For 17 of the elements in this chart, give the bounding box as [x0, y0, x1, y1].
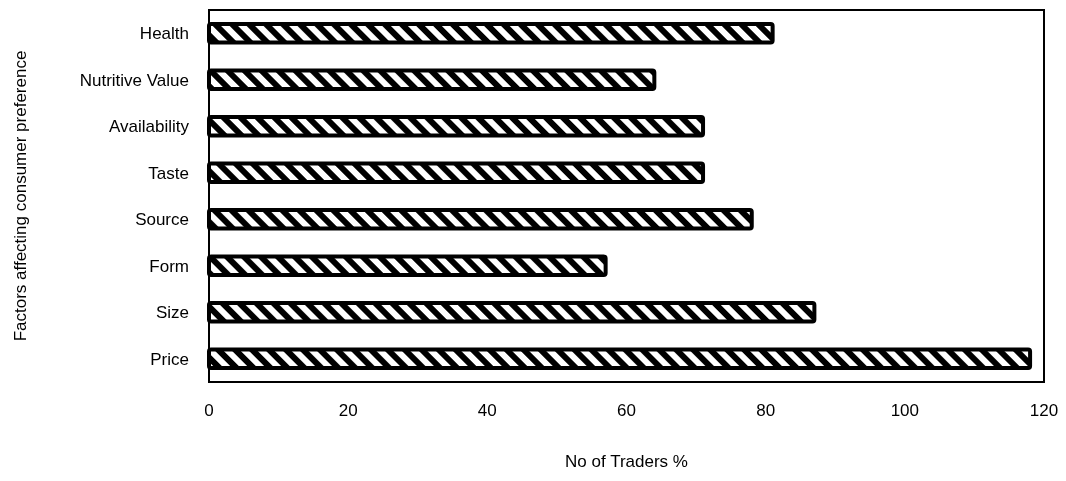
x-tick-label: 40: [477, 401, 497, 420]
y-axis-title: Factors affecting consumer preference: [11, 50, 30, 342]
y-tick-label: Source: [135, 210, 189, 230]
y-tick-label: Nutritive Value: [79, 70, 189, 90]
x-axis-title: No of Traders %: [565, 452, 688, 471]
x-tick-label: 60: [617, 401, 636, 420]
x-tick-label: 80: [756, 401, 776, 420]
y-tick-label: Taste: [148, 163, 189, 183]
y-tick-label: Price: [150, 349, 189, 369]
x-tick-label: 0: [204, 401, 214, 420]
y-tick-label: Availability: [108, 117, 190, 137]
x-tick-label: 20: [338, 401, 358, 420]
y-tick-label: Size: [155, 303, 189, 323]
x-tick-label: 100: [890, 401, 920, 420]
y-tick-label: Form: [149, 256, 189, 276]
x-tick-label: 120: [1029, 401, 1059, 420]
y-tick-label: Health: [139, 24, 189, 44]
